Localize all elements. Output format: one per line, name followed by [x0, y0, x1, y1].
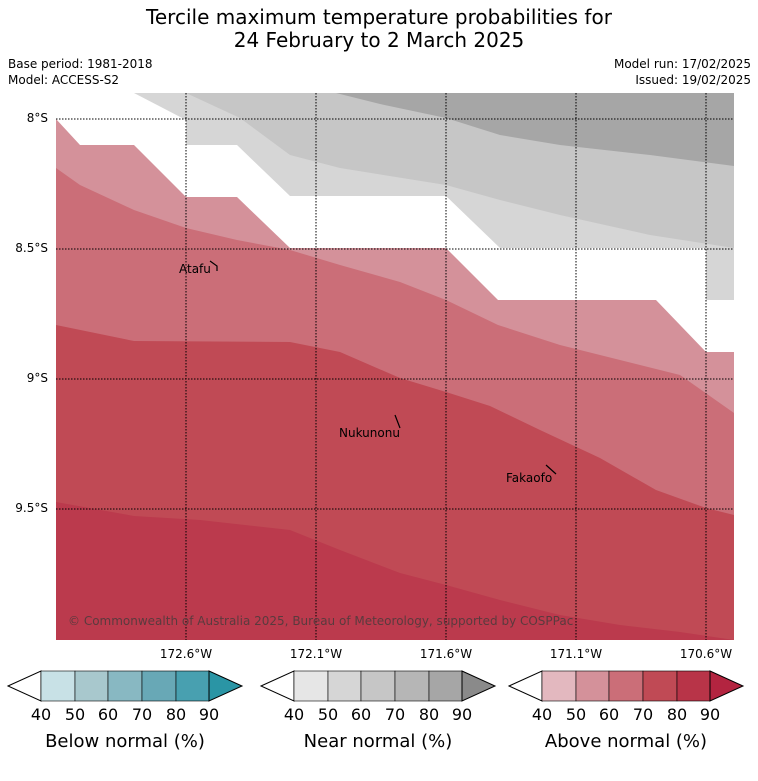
near-tick-80: 80: [418, 705, 440, 724]
above-tick-80: 80: [666, 705, 688, 724]
model-run: Model run: 17/02/2025: [613, 57, 751, 71]
copyright-notice: © Commonwealth of Australia 2025, Bureau…: [68, 614, 574, 628]
below-normal-title: Below normal (%): [45, 731, 205, 752]
lon-label-172-1w: 172.1°W: [289, 647, 343, 661]
below-tick-40: 40: [30, 705, 52, 724]
colorbar-near-normal: [259, 670, 497, 702]
lat-label-9s: 9°S: [26, 371, 48, 385]
place-nukunonu: Nukunonu: [339, 426, 400, 440]
below-tick-50: 50: [64, 705, 86, 724]
above-tick-50: 50: [565, 705, 587, 724]
lat-label-9-5s: 9.5°S: [15, 501, 48, 515]
place-atafu: Atafu: [179, 262, 211, 276]
above-normal-title: Above normal (%): [544, 731, 708, 752]
above-tick-70: 70: [632, 705, 654, 724]
map-title-line2: 24 February to 2 March 2025: [233, 28, 525, 52]
above-tick-90: 90: [699, 705, 721, 724]
above-tick-40: 40: [531, 705, 553, 724]
lat-label-8-5s: 8.5°S: [15, 241, 48, 255]
near-tick-40: 40: [283, 705, 305, 724]
nukunonu-atoll-outline: [394, 414, 401, 429]
atafu-atoll-outline: [209, 260, 218, 271]
lon-label-171-6w: 171.6°W: [419, 647, 473, 661]
colorbar-above-normal: [507, 670, 745, 702]
below-tick-90: 90: [198, 705, 220, 724]
below-tick-70: 70: [131, 705, 153, 724]
near-tick-60: 60: [350, 705, 372, 724]
above-normal-70-region: [56, 502, 734, 640]
map-area: [56, 93, 734, 640]
model-name: Model: ACCESS-S2: [8, 73, 120, 87]
issued-date: Issued: 19/02/2025: [635, 73, 751, 87]
near-normal-60-region: [336, 93, 734, 166]
lon-label-171-1w: 171.1°W: [549, 647, 603, 661]
below-tick-80: 80: [165, 705, 187, 724]
below-tick-60: 60: [97, 705, 119, 724]
fakaofo-atoll-outline: [545, 464, 557, 475]
near-tick-50: 50: [317, 705, 339, 724]
gridlines: [56, 93, 734, 640]
above-tick-60: 60: [598, 705, 620, 724]
base-period: Base period: 1981-2018: [8, 57, 153, 71]
place-fakaofo: Fakaofo: [506, 471, 553, 485]
lon-label-172-6w: 172.6°W: [159, 647, 213, 661]
near-normal-title: Near normal (%): [303, 731, 453, 752]
near-tick-70: 70: [384, 705, 406, 724]
near-tick-90: 90: [451, 705, 473, 724]
lat-label-8s: 8°S: [26, 111, 48, 125]
lon-label-170-6w: 170.6°W: [679, 647, 733, 661]
map-title-line1: Tercile maximum temperature probabilitie…: [146, 5, 612, 29]
colorbar-below-normal: [6, 670, 244, 702]
